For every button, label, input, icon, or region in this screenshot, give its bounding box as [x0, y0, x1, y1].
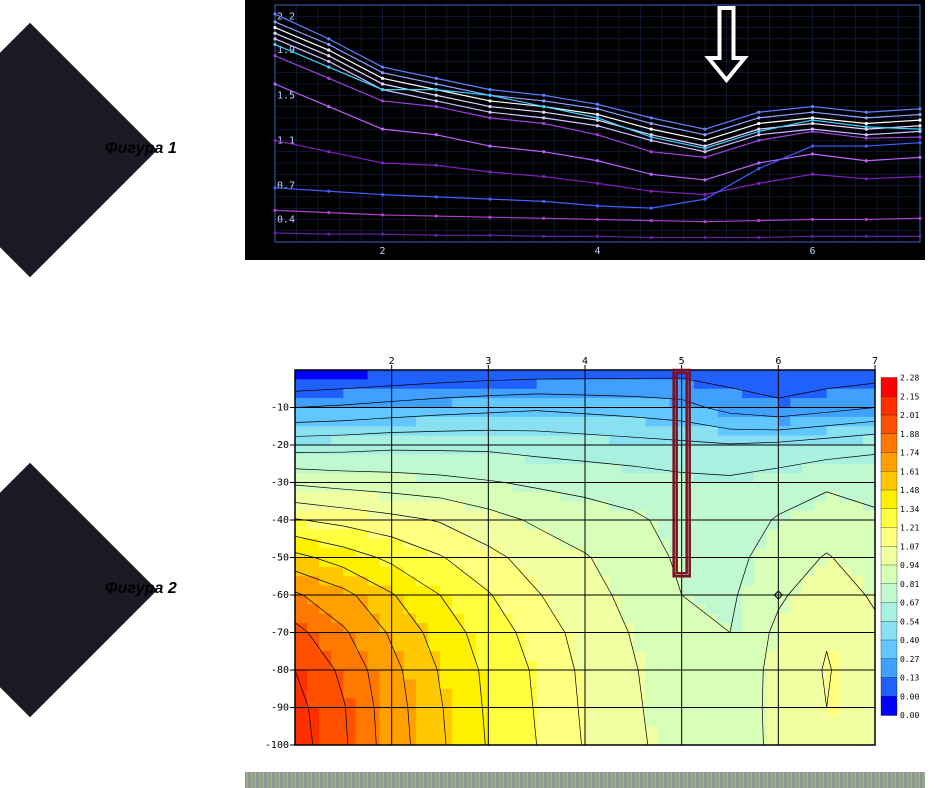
- svg-text:-50: -50: [271, 553, 289, 564]
- svg-text:-80: -80: [271, 665, 289, 676]
- svg-text:1.61: 1.61: [900, 467, 919, 476]
- svg-text:1.07: 1.07: [900, 542, 919, 551]
- svg-text:-30: -30: [271, 478, 289, 489]
- svg-text:-20: -20: [271, 440, 289, 451]
- svg-text:1.74: 1.74: [900, 449, 919, 458]
- svg-text:-10: -10: [271, 403, 289, 414]
- svg-text:1.34: 1.34: [900, 505, 919, 514]
- svg-text:0.40: 0.40: [900, 636, 919, 645]
- figure2-label: Фигура 2: [105, 580, 177, 598]
- svg-text:2.15: 2.15: [900, 392, 919, 401]
- svg-text:1.48: 1.48: [900, 486, 919, 495]
- svg-text:2: 2: [379, 246, 385, 257]
- svg-text:2.28: 2.28: [900, 374, 919, 383]
- svg-text:-70: -70: [271, 628, 289, 639]
- svg-text:0.7: 0.7: [277, 181, 295, 192]
- noise-strip: [245, 772, 925, 788]
- svg-text:4: 4: [594, 246, 600, 257]
- svg-text:0.4: 0.4: [277, 214, 295, 225]
- svg-text:0.54: 0.54: [900, 617, 919, 626]
- figure1-chart: 0.40.71.11.51.92.2246: [245, 0, 925, 260]
- svg-text:-100: -100: [265, 740, 289, 750]
- svg-text:0.27: 0.27: [900, 655, 919, 664]
- svg-text:0.00: 0.00: [900, 711, 919, 720]
- svg-text:2.01: 2.01: [900, 411, 919, 420]
- svg-text:0.00: 0.00: [900, 692, 919, 701]
- svg-text:-40: -40: [271, 515, 289, 526]
- svg-text:-60: -60: [271, 590, 289, 601]
- svg-text:0.13: 0.13: [900, 674, 919, 683]
- svg-text:0.67: 0.67: [900, 599, 919, 608]
- svg-text:6: 6: [809, 246, 815, 257]
- svg-text:1.21: 1.21: [900, 524, 919, 533]
- svg-text:0.81: 0.81: [900, 580, 919, 589]
- svg-text:0.94: 0.94: [900, 561, 919, 570]
- svg-text:1.88: 1.88: [900, 430, 919, 439]
- figure1-label: Фигура 1: [105, 140, 177, 158]
- figure2-chart: 234567-10-20-30-40-50-60-70-80-90-1002.2…: [245, 350, 925, 750]
- svg-text:-90: -90: [271, 703, 289, 714]
